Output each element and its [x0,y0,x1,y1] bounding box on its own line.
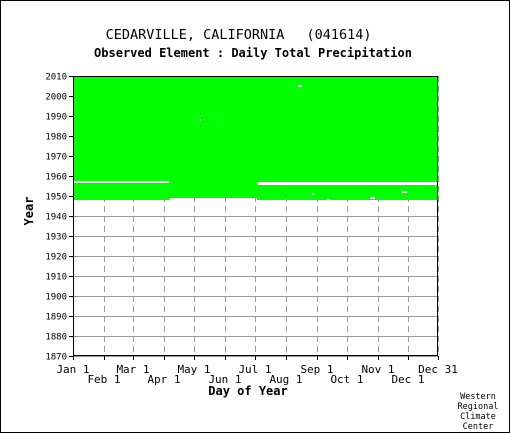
missing-data-segment [257,183,438,185]
missing-data-segment [370,197,375,199]
y-tick-label: 1890 [45,313,67,323]
credit-line: Regional [458,402,499,412]
x-tick-label: Jul 1 [238,363,271,376]
y-tick-label: 1950 [45,193,67,203]
observed-data-block [73,76,438,182]
y-tick-label: 1980 [45,133,67,143]
missing-data-segment [73,181,169,183]
credit-line: Center [463,422,494,432]
missing-data-segment [312,193,314,195]
observed-data-block [73,182,169,200]
missing-data-segment [298,85,302,87]
x-tick-label: Nov 1 [361,363,394,376]
y-tick-label: 1940 [45,213,67,223]
y-tick-label: 2010 [45,73,67,83]
missing-data-segment [211,127,212,129]
station-id: (041614) [306,27,371,43]
x-tick-label: Sep 1 [300,363,333,376]
x-tick-label: Aug 1 [269,373,302,386]
missing-data-segment [285,199,286,201]
chart-title: CEDARVILLE, CALIFORNIA [106,27,285,43]
credit-line: Western [460,392,496,402]
x-tick-label: Apr 1 [147,373,180,386]
y-axis-label: Year [22,197,36,226]
y-tick-label: 1870 [45,353,67,363]
plot-border [73,76,438,356]
y-tick-label: 1900 [45,293,67,303]
x-tick-label: May 1 [177,363,210,376]
chart-subtitle: Observed Element : Daily Total Precipita… [94,46,412,60]
observed-data-block [169,182,257,198]
missing-data-segment [327,199,330,201]
y-tick-label: 1970 [45,153,67,163]
y-tick-label: 1990 [45,113,67,123]
x-tick-label: Oct 1 [330,373,363,386]
missing-data-segment [402,191,407,193]
y-tick-label: 1880 [45,333,67,343]
x-tick-label: Dec 1 [391,373,424,386]
missing-data-segment [200,119,201,121]
axis-ticks: 1870 1880 1890 1900 1910 1920 1930 1940 1950 1960… [45,73,458,387]
credit-block: Western Regional Climate Center [458,392,499,432]
credit-line: Climate [460,412,496,422]
y-tick-label: 1960 [45,173,67,183]
x-tick-label: Jun 1 [208,373,241,386]
y-tick-label: 1930 [45,233,67,243]
plot-area [73,76,439,357]
y-tick-label: 2000 [45,93,67,103]
x-axis-label: Day of Year [208,384,287,398]
observed-data-block [257,184,438,200]
x-tick-label: Mar 1 [116,363,149,376]
x-tick-label: Jan 1 [56,363,89,376]
x-tick-label: Feb 1 [87,373,120,386]
y-tick-label: 1920 [45,253,67,263]
y-tick-label: 1910 [45,273,67,283]
x-tick-label: Dec 31 [418,363,458,376]
